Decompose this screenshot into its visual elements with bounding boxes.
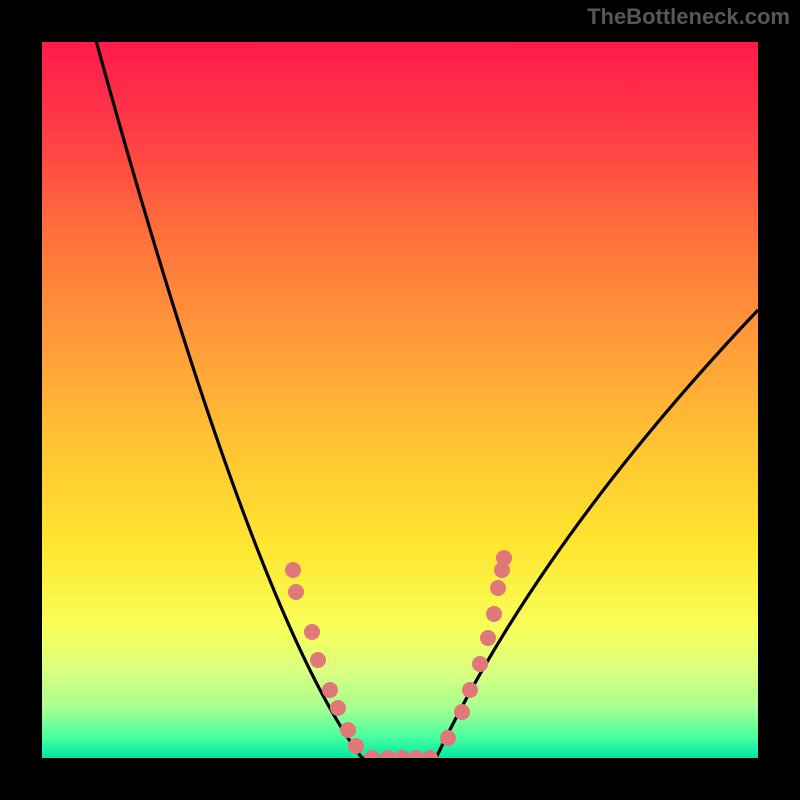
curve-marker — [490, 580, 506, 596]
curve-marker — [322, 682, 338, 698]
curve-marker — [285, 562, 301, 578]
curve-marker — [480, 630, 496, 646]
curve-marker — [304, 624, 320, 640]
curve-marker — [472, 656, 488, 672]
watermark-text: TheBottleneck.com — [587, 4, 790, 30]
curve-marker — [330, 700, 346, 716]
curve-marker — [462, 682, 478, 698]
curve-marker — [486, 606, 502, 622]
bottleneck-chart: TheBottleneck.com — [0, 0, 800, 800]
curve-marker — [348, 738, 364, 754]
curve-marker — [440, 730, 456, 746]
curve-marker — [454, 704, 470, 720]
chart-canvas — [0, 0, 800, 800]
gradient-background — [42, 42, 758, 758]
curve-marker — [496, 550, 512, 566]
curve-marker — [288, 584, 304, 600]
curve-marker — [340, 722, 356, 738]
curve-marker — [310, 652, 326, 668]
